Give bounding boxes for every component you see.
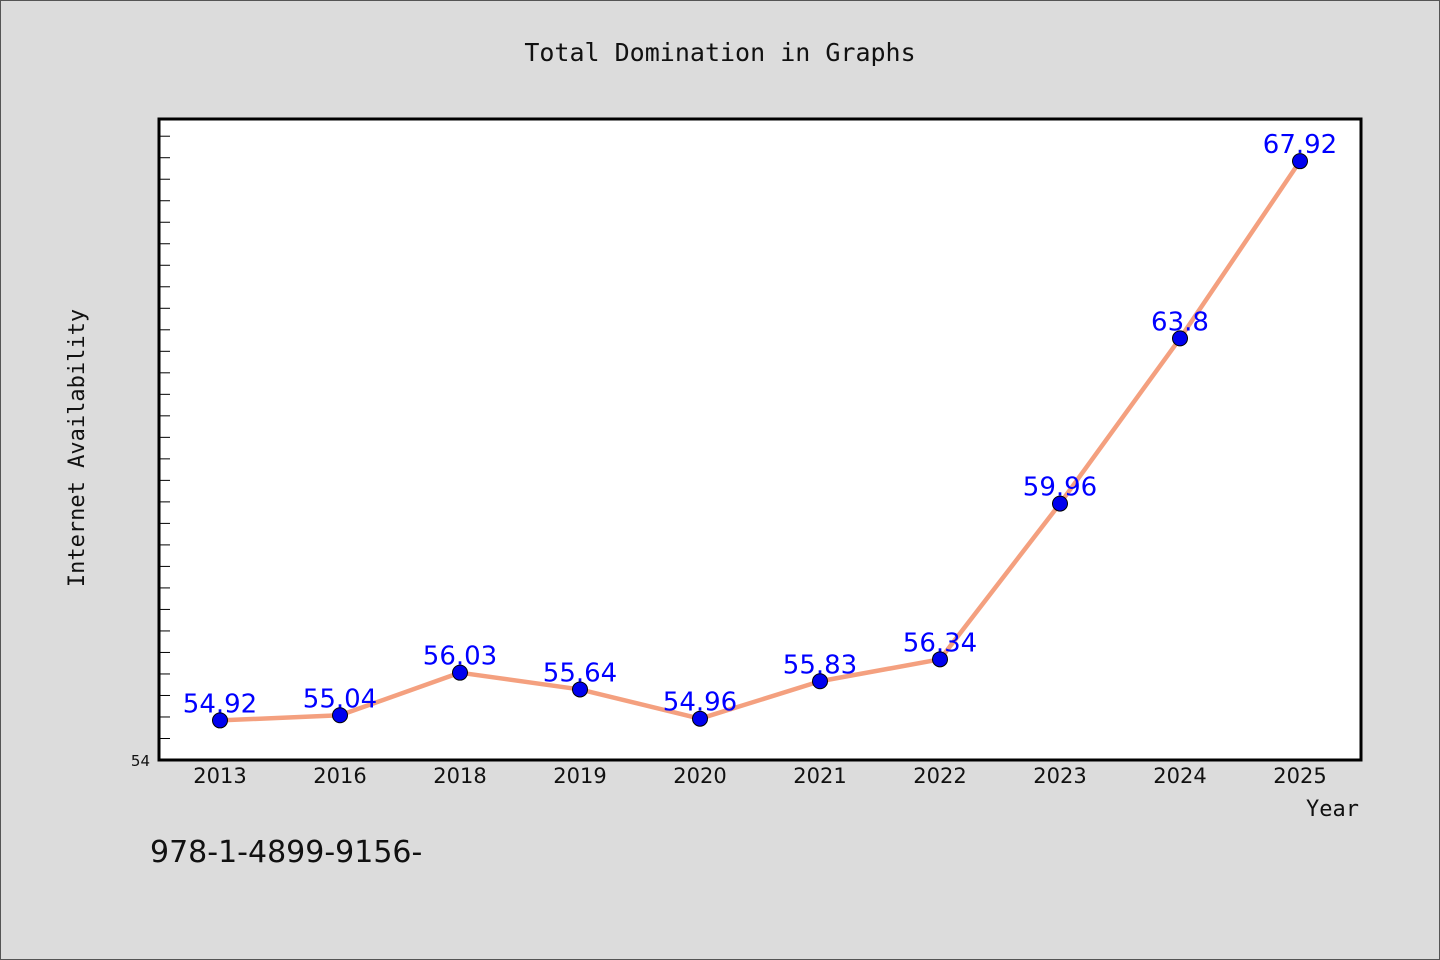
data-point <box>932 651 948 668</box>
x-tick-label: 2020 <box>673 764 726 788</box>
plot-area <box>157 117 1363 762</box>
data-label: 54.92 <box>183 689 257 719</box>
data-point <box>1052 495 1068 512</box>
data-points <box>212 153 1308 729</box>
x-tick-label: 2023 <box>1033 764 1086 788</box>
data-point <box>812 673 828 690</box>
data-point <box>212 712 228 729</box>
chart-title: Total Domination in Graphs <box>524 38 915 67</box>
data-label: 55.83 <box>783 650 857 680</box>
data-point <box>572 681 588 698</box>
isbn-text: 978-1-4899-9156- <box>150 835 422 870</box>
x-tick-label: 2019 <box>553 764 606 788</box>
data-label: 54.96 <box>663 688 737 718</box>
data-label: 55.04 <box>303 684 377 714</box>
data-label: 63.8 <box>1151 307 1209 337</box>
data-labels: 54.92 55.04 56.03 55.64 54.96 55.83 56.34 59.96… <box>183 130 1337 719</box>
x-tick-label: 2024 <box>1153 764 1206 788</box>
y-axis-label: Internet Availability <box>65 309 90 587</box>
x-tick-label: 2013 <box>193 764 246 788</box>
x-tick-label: 2021 <box>793 764 846 788</box>
data-label: 67.92 <box>1263 130 1337 160</box>
y-axis-ticks <box>158 135 170 739</box>
data-point <box>452 664 468 681</box>
data-label: 55.64 <box>543 658 617 688</box>
data-label: 56.03 <box>423 642 497 672</box>
data-point <box>692 710 708 727</box>
x-tick-label: 2022 <box>913 764 966 788</box>
x-axis-label: Year <box>1306 797 1359 822</box>
data-label: 56.34 <box>903 628 977 658</box>
series-line-group <box>219 159 1302 723</box>
data-label: 59.96 <box>1023 473 1097 503</box>
x-axis-ticks: 2013 2016 2018 2019 2020 2021 2022 2023 2024 2025 <box>193 764 1326 788</box>
data-point <box>332 707 348 724</box>
x-tick-label: 2025 <box>1273 764 1326 788</box>
series-line <box>219 159 1302 723</box>
x-tick-label: 2018 <box>433 764 486 788</box>
data-point <box>1292 153 1308 170</box>
x-tick-label: 2016 <box>313 764 366 788</box>
y-tick-label-min: 54 <box>131 752 150 770</box>
data-point <box>1172 330 1188 347</box>
